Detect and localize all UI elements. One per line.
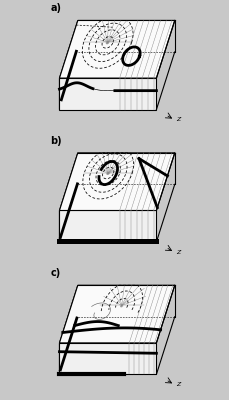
Text: Z: Z [176,250,180,255]
Polygon shape [60,285,78,374]
Text: Z: Z [176,117,180,122]
Text: b): b) [50,136,62,146]
Text: Z: Z [176,382,180,387]
Polygon shape [60,343,156,374]
Text: c): c) [50,268,60,278]
Polygon shape [60,285,175,343]
Polygon shape [60,20,175,78]
Polygon shape [60,78,156,110]
Polygon shape [60,153,78,242]
Polygon shape [60,210,156,242]
Polygon shape [60,20,78,110]
Text: a): a) [50,3,61,13]
Polygon shape [60,153,175,210]
